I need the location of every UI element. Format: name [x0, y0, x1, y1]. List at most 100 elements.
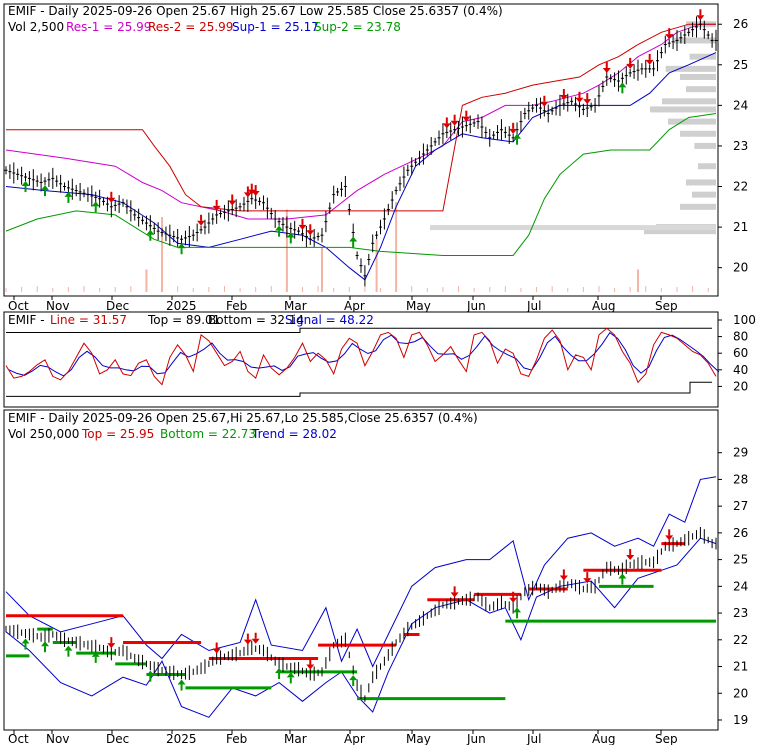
sell-arrow [243, 192, 252, 198]
x-tick-label: May [406, 299, 431, 313]
volume-profile-bar [698, 163, 716, 170]
x-tick-label: Aug [592, 299, 615, 313]
volume-bar [473, 288, 475, 292]
bands-header-line1: EMIF - Daily 2025-09-26 Open 25.67,Hi 25… [8, 411, 478, 425]
bands-y-tick-label: 19 [733, 713, 748, 727]
volume-profile-bar [662, 98, 716, 105]
volume-profile-bar [650, 106, 716, 113]
bands-x-tick-label: Mar [284, 732, 307, 745]
buy-arrow [286, 232, 295, 238]
volume-bar [317, 286, 319, 292]
osc-top-line [6, 327, 712, 333]
volume-bar [99, 288, 101, 292]
volume-bar [83, 286, 85, 292]
sell-arrow [243, 639, 252, 645]
volume-bar [598, 286, 600, 292]
buy-arrow [618, 82, 627, 88]
y-tick-label: 20 [733, 261, 748, 275]
sell-arrow [645, 59, 654, 65]
volume-profile-bar [680, 130, 716, 137]
volume-bar [114, 287, 116, 292]
sell-arrow [251, 638, 260, 644]
buy-arrow [286, 672, 295, 678]
osc-header-line: Line = 31.57 [50, 313, 127, 327]
volume-profile-bar [692, 191, 716, 198]
osc-header-bottom: Bottom = 32.14 [208, 313, 304, 327]
buy-arrow [177, 243, 186, 249]
sell-arrow [306, 664, 315, 670]
volume-bar [567, 288, 569, 292]
bands-x-tick-label: Dec [106, 732, 129, 745]
volume-profile-bar [665, 65, 716, 72]
bands-y-tick-label: 28 [733, 472, 748, 486]
sell-arrow [583, 578, 592, 584]
volume-bar [333, 288, 335, 292]
osc-y-tick-label: 20 [733, 379, 748, 393]
bands-y-tick-label: 23 [733, 606, 748, 620]
volume-bar [270, 286, 272, 292]
sell-arrow [251, 191, 260, 197]
buy-arrow [146, 670, 155, 676]
x-tick-label: Feb [226, 299, 247, 313]
line-res-2 [6, 23, 716, 212]
osc-y-tick-label: 40 [733, 363, 748, 377]
osc-header-top: Top = 89.01 [147, 313, 220, 327]
oscillator-layer: 20 40 60 80 100 [5, 313, 756, 397]
sell-arrow [559, 575, 568, 581]
sell-arrow [665, 34, 674, 40]
volume-profile-band [430, 225, 716, 231]
volume-bar [320, 247, 323, 292]
volume-bar [536, 287, 538, 292]
price-header-line1: EMIF - Daily 2025-09-26 Open 25.67 High … [8, 4, 503, 18]
y-tick-label: 21 [733, 220, 748, 234]
volume-bar [177, 286, 179, 292]
band-lower-line [5, 537, 717, 718]
x-tick-label: Nov [46, 299, 69, 313]
volume-bar [301, 287, 303, 292]
legend-res2: Res-2 = 25.99 [148, 20, 233, 34]
sell-arrow [228, 200, 237, 206]
volume-bar [411, 286, 413, 292]
osc-y-tick-label: 60 [733, 346, 748, 360]
buy-arrow [64, 645, 73, 651]
buy-arrow [177, 679, 186, 685]
bands-x-tick-label: Nov [46, 732, 69, 745]
volume-bar [692, 286, 694, 292]
sell-arrow [107, 197, 116, 203]
bands-y-tick-label: 25 [733, 553, 748, 567]
bands-x-tick-label: Oct [8, 732, 29, 745]
buy-arrow [513, 133, 522, 139]
volume-bar [380, 288, 382, 292]
volume-bar [364, 286, 366, 292]
buy-arrow [146, 229, 155, 235]
buy-arrow [21, 638, 30, 644]
sell-arrow [247, 189, 256, 195]
price-layer: 20 21 22 23 24 25 26 Oct Nov Dec 2025 Feb Mar Apr May J… [4, 9, 748, 313]
buy-arrow [91, 201, 100, 207]
x-tick-label: Oct [8, 299, 29, 313]
osc-header-signal: Signal = 48.22 [285, 313, 374, 327]
buy-arrow [64, 191, 73, 197]
x-tick-label: Dec [106, 299, 129, 313]
volume-bar [208, 287, 210, 292]
volume-bar [145, 269, 148, 292]
sell-arrow [298, 224, 307, 230]
sell-arrow [107, 643, 116, 649]
volume-bar [645, 286, 647, 292]
volume-bar [285, 209, 288, 292]
bands-y-tick-label: 21 [733, 660, 748, 674]
legend-sup1: Sup-1 = 25.17 [232, 20, 319, 34]
buy-arrow [91, 651, 100, 657]
osc-header-prefix: EMIF - [8, 313, 45, 327]
buy-arrow [41, 185, 50, 191]
volume-bar [67, 287, 69, 292]
bands-header-top: Top = 25.95 [81, 427, 154, 441]
volume-bar [52, 288, 54, 292]
x-tick-label: Apr [344, 299, 365, 313]
x-tick-label: Jun [466, 299, 486, 313]
bands-header-trend: Trend = 28.02 [251, 427, 337, 441]
volume-profile-bar [674, 37, 716, 44]
sell-arrow [509, 597, 518, 603]
bands-header-bottom: Bottom = 22.73 [160, 427, 256, 441]
